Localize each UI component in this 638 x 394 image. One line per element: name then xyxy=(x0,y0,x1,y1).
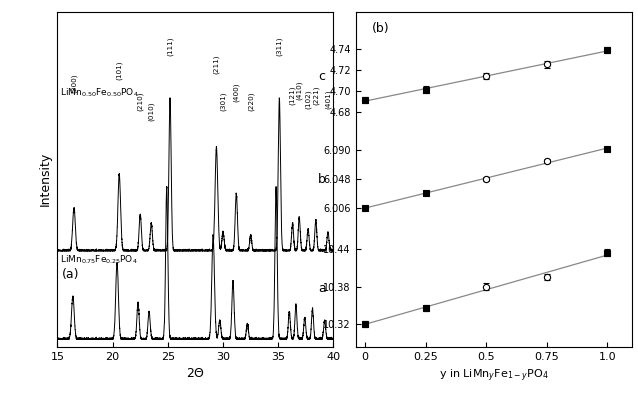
Text: (410): (410) xyxy=(296,81,302,100)
Text: (101): (101) xyxy=(116,61,122,80)
Text: (301): (301) xyxy=(220,91,226,111)
Text: (220): (220) xyxy=(248,91,254,111)
Text: a: a xyxy=(318,282,325,295)
X-axis label: 2$\Theta$: 2$\Theta$ xyxy=(186,367,205,380)
Text: (121): (121) xyxy=(290,85,296,105)
Text: (210): (210) xyxy=(137,91,144,111)
Text: c: c xyxy=(318,70,325,83)
Text: LiMn$_{0.75}$Fe$_{0.25}$PO$_{4}$: LiMn$_{0.75}$Fe$_{0.25}$PO$_{4}$ xyxy=(59,254,137,266)
Text: (010): (010) xyxy=(148,102,154,121)
Text: (211): (211) xyxy=(213,55,219,74)
Text: (311): (311) xyxy=(276,37,283,56)
Text: (200): (200) xyxy=(71,73,77,93)
Text: (102): (102) xyxy=(305,90,311,109)
Text: b: b xyxy=(318,173,325,186)
X-axis label: y in LiMn$_{y}$Fe$_{1-y}$PO$_{4}$: y in LiMn$_{y}$Fe$_{1-y}$PO$_{4}$ xyxy=(439,367,549,383)
Text: (401): (401) xyxy=(325,90,331,109)
Text: (221): (221) xyxy=(313,85,319,105)
Y-axis label: Intensity: Intensity xyxy=(39,152,52,206)
Text: (b): (b) xyxy=(372,22,390,35)
Text: (400): (400) xyxy=(233,82,239,102)
Text: LiMn$_{0.50}$Fe$_{0.50}$PO$_{4}$: LiMn$_{0.50}$Fe$_{0.50}$PO$_{4}$ xyxy=(59,86,138,98)
Text: (111): (111) xyxy=(167,37,174,56)
Text: (a): (a) xyxy=(62,268,79,281)
